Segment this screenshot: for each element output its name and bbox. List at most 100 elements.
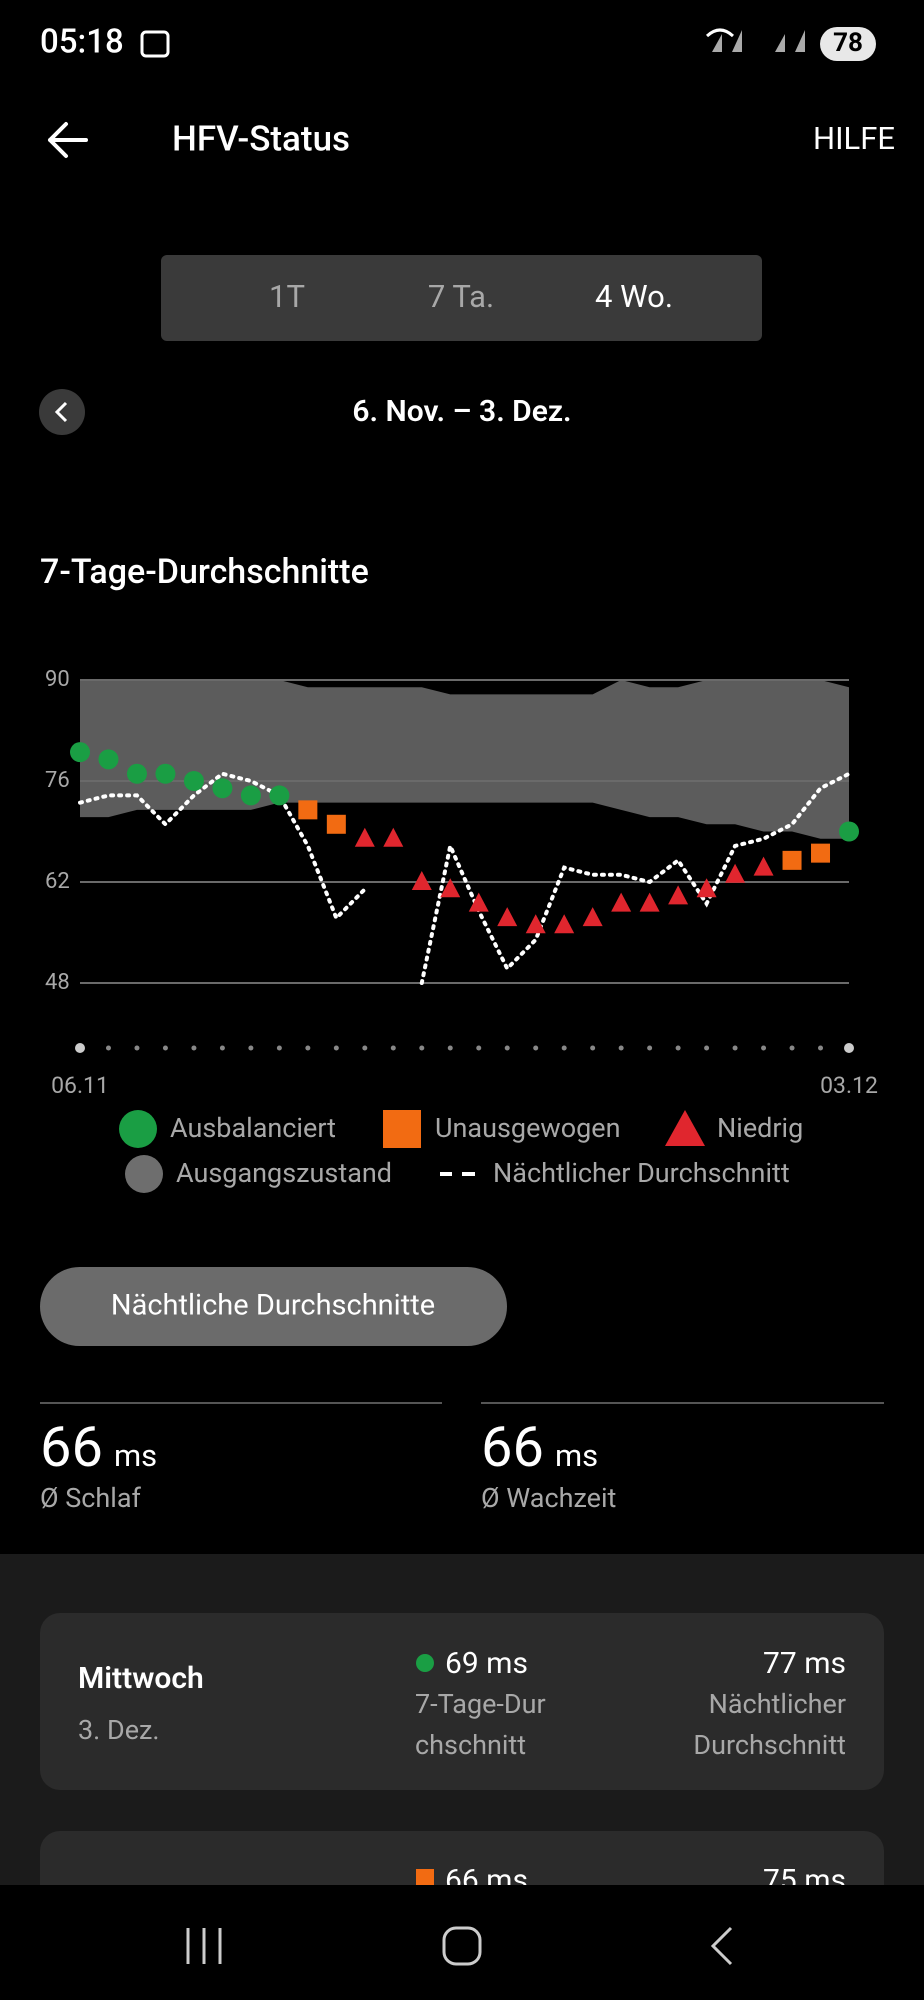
y-tick-label: 48 [45,970,70,995]
card-date: 3. Dez. [78,1714,160,1746]
marker-unbalanced [298,800,318,820]
marker-low [611,892,632,912]
marker-low [696,878,717,898]
day-dot [789,1045,795,1051]
day-dot [761,1045,767,1051]
day-dot [219,1045,225,1051]
day-dot [333,1045,339,1051]
day-dot [590,1045,596,1051]
prev-button[interactable] [39,389,85,435]
x-tick-label: 03.12 [820,1072,878,1099]
day-dot [704,1045,710,1051]
marker-low [582,907,603,927]
day-dot [248,1045,254,1051]
status-dot [416,1654,434,1672]
x-tick-label: 06.11 [51,1072,109,1099]
stat-value: 66 [481,1414,544,1480]
marker-unbalanced [811,843,831,863]
marker-balanced [98,749,119,770]
legend: Ausbalanciert Unausgewogen Niedrig Ausga… [119,1110,803,1193]
date-range: 6. Nov. – 3. Dez. [352,394,571,429]
day-dot [191,1045,197,1051]
day-dot [504,1045,510,1051]
day-dot [844,1043,854,1053]
card-avg: 69 ms [445,1646,528,1681]
day-dot [105,1045,111,1051]
nav-bar [0,1885,924,2000]
day-dot [75,1043,85,1053]
day-dot [732,1045,738,1051]
day-dot [647,1045,653,1051]
marker-low [554,914,575,934]
marker-low [753,856,774,876]
stat-value: 66 [40,1414,103,1480]
y-tick-label: 76 [45,768,70,793]
marker-low [411,871,432,890]
marker-low [354,827,375,847]
signal-icon [712,30,805,52]
nightly-line [78,771,851,985]
card-night: 77 ms [763,1646,846,1681]
marker-low [468,892,489,912]
day-dot [134,1045,140,1051]
day-dot [818,1045,824,1051]
button-label: Nächtliche Durchschnitte [111,1289,435,1323]
marker-low [440,878,461,898]
day-dot [675,1045,681,1051]
marker-low [639,892,660,912]
screen-title: HFV-Status [172,118,350,159]
help-link[interactable]: HILFE [813,120,895,157]
tab[interactable]: 7 Ta. [428,278,494,315]
back-button[interactable] [48,122,88,158]
marker-low [525,914,546,934]
marker-balanced [183,771,204,791]
card-night-label: Nächtlicher [709,1688,846,1720]
home-button[interactable] [442,1926,482,1966]
y-tick-label: 62 [45,869,70,894]
nightly-button[interactable] [40,1267,507,1346]
day-card[interactable] [40,1613,884,1790]
stat-label: Ø Wachzeit [481,1482,616,1514]
status-time: 05:18 [40,23,124,62]
tab-selected[interactable]: 4 Wo. [595,278,673,315]
marker-balanced [240,785,261,806]
day-dot [162,1045,168,1051]
y-tick-label: 90 [45,667,70,692]
legend-symbol [383,1110,421,1148]
day-dot [618,1045,624,1051]
legend-symbol [665,1110,705,1146]
stat-unit: ms [555,1437,598,1474]
marker-balanced [70,742,90,763]
day-dot [305,1045,311,1051]
battery [820,27,876,61]
wifi-icon [705,28,735,38]
recents-button[interactable] [186,1928,222,1964]
day-dot [533,1045,539,1051]
tab-bar [161,255,762,341]
legend-symbol [125,1155,163,1193]
day-dot [419,1045,425,1051]
status-square [416,1869,434,1887]
stat-unit: ms [114,1437,157,1474]
prev-icon [54,401,68,423]
chart-title: 7-Tage-Durchschnitte [40,552,369,592]
marker-balanced [269,785,290,806]
marker-low [497,907,518,927]
day-dot [476,1045,482,1051]
day-dot [561,1045,567,1051]
legend-label: Ausbalanciert [170,1112,336,1144]
chart: 48 62 76 90 06.11 03.12 [45,667,878,1099]
tab[interactable]: 1T [269,278,305,315]
card-avg-label: 7-Tage-Dur [415,1688,546,1720]
screenshot-icon [140,30,170,58]
legend-label: Unausgewogen [435,1112,620,1144]
card-day: Mittwoch [78,1661,204,1696]
card-avg-label: chschnitt [415,1729,526,1761]
marker-low [383,827,404,847]
marker-low [725,863,746,883]
legend-symbol [119,1110,157,1148]
day-dot [447,1045,453,1051]
nav-back-button[interactable] [710,1926,733,1966]
